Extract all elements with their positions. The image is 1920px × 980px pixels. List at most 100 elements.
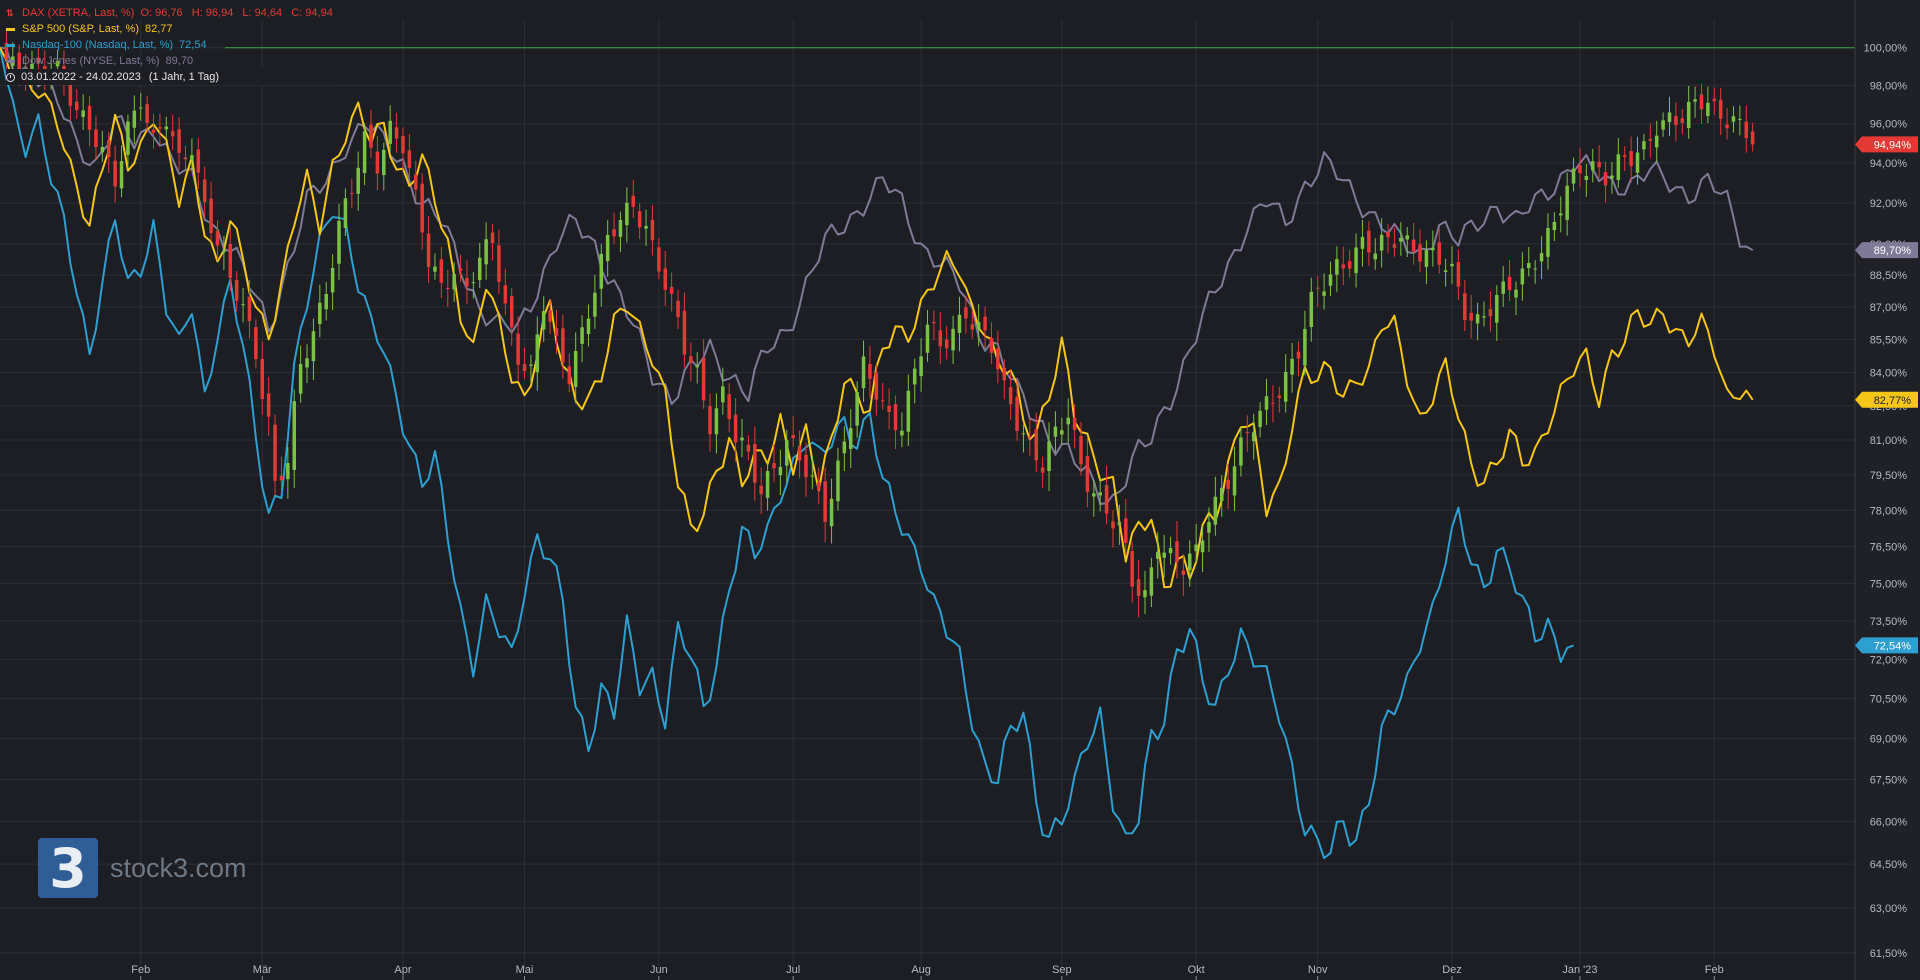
candle-body [1303, 328, 1307, 366]
candle-body [989, 337, 994, 353]
candle-body [650, 219, 655, 241]
candle-body [836, 460, 840, 502]
candle-body [1264, 396, 1269, 410]
candle-body [254, 327, 258, 360]
candle-body [1443, 270, 1448, 273]
candle-body [1290, 358, 1294, 375]
candle-body [324, 294, 328, 310]
series-candles-dax [4, 28, 1755, 618]
candle-body [804, 454, 808, 478]
candle-body [126, 121, 130, 155]
candle-body [36, 57, 41, 64]
legend-dax-ohlc: O: 96,76 H: 96,94 L: 94,64 C: 94,94 [140, 5, 338, 21]
candle-body [605, 234, 610, 262]
candle-body [791, 435, 795, 439]
candle-body [727, 394, 731, 420]
candle-body [1584, 175, 1589, 180]
candle-body [855, 392, 859, 426]
candle-body [196, 149, 201, 173]
candle-body [247, 296, 252, 322]
candle-body [637, 211, 642, 228]
badge-label: 72,54% [1874, 640, 1912, 652]
axis-layer: 100,00%98,00%96,00%94,00%92,00%90,00%88,… [131, 0, 1920, 980]
candle-body [1565, 185, 1569, 220]
candle-body [1347, 261, 1352, 269]
candle-body [1469, 312, 1473, 321]
candle-body [714, 408, 719, 435]
y-tick-label: 72,00% [1870, 654, 1908, 666]
legend-row-sp500[interactable]: S&P 500 (S&P, Last, %) 82,77 [6, 21, 339, 37]
candle-body [1437, 242, 1441, 265]
candle-body [580, 327, 584, 344]
candle-body [554, 328, 559, 336]
candle-body [426, 233, 431, 268]
candle-body [350, 193, 354, 195]
candle-body [874, 372, 879, 400]
y-axis-panel [1855, 0, 1920, 980]
candle-body [1610, 175, 1614, 179]
candle-body [68, 79, 73, 106]
candle-body [842, 441, 847, 454]
y-tick-label: 73,50% [1870, 616, 1908, 628]
stock3-logo: 3 stock3.com [38, 837, 247, 900]
candle-body [4, 42, 9, 60]
candle-body [1271, 402, 1275, 404]
candle-body [1373, 253, 1378, 260]
legend-dax-open: O: 96,76 [140, 7, 183, 19]
candle-body [215, 230, 220, 246]
chart-legend: ⇅ DAX (XETRA, Last, %) O: 96,76 H: 96,94… [6, 5, 339, 85]
y-tick-label: 78,00% [1870, 505, 1908, 517]
x-tick-label: Sep [1052, 964, 1072, 976]
candle-body [733, 414, 738, 443]
x-tick-label: Jan '23 [1562, 964, 1597, 976]
last-value-badge: 82,77% [1855, 391, 1918, 408]
candle-body [509, 296, 514, 328]
candle-body [1533, 268, 1537, 270]
series-line-nasdaq-100 [0, 47, 1574, 859]
x-tick-label: Nov [1308, 964, 1328, 976]
candle-body [343, 198, 348, 228]
candle-body [1213, 496, 1218, 525]
candle-body [190, 155, 194, 161]
y-tick-label: 98,00% [1870, 80, 1908, 92]
candle-body [529, 364, 533, 366]
candle-body [957, 314, 962, 333]
candle-body [228, 244, 233, 278]
x-tick-label: Apr [394, 964, 411, 976]
candle-body [113, 160, 117, 187]
candle-body [1060, 430, 1064, 435]
candle-body [1079, 436, 1083, 465]
candle-body [746, 444, 751, 452]
candle-body [241, 304, 245, 306]
series-line-dow-jones [0, 46, 1754, 505]
candle-body [164, 126, 169, 130]
candle-body [1488, 309, 1493, 317]
candle-body [209, 198, 213, 234]
badge-label: 89,70% [1874, 245, 1912, 257]
candle-body [1181, 570, 1186, 575]
candle-body [1239, 437, 1243, 466]
candle-body [695, 365, 699, 368]
candle-body [1546, 227, 1550, 257]
candle-body [433, 266, 437, 272]
candle-body [970, 324, 975, 330]
badge-shape [1855, 136, 1918, 153]
candle-body [1661, 120, 1665, 130]
legend-row-nasdaq[interactable]: Nasdaq-100 (Nasdaq, Last, %) 72,54 [6, 37, 339, 53]
legend-row-dow[interactable]: Dow Jones (NYSE, Last, %) 89,70 [6, 53, 339, 69]
candle-body [516, 333, 520, 365]
candle-body [145, 104, 149, 123]
candle-body [1552, 221, 1557, 231]
y-tick-label: 96,00% [1870, 119, 1908, 131]
legend-row-dax[interactable]: ⇅ DAX (XETRA, Last, %) O: 96,76 H: 96,94… [6, 5, 339, 21]
date-range-selector[interactable]: 03.01.2022 - 24.02.2023 (1 Jahr, 1 Tag) [6, 69, 339, 85]
candle-body [1207, 522, 1211, 533]
candle-body [938, 330, 943, 347]
candle-body [1648, 138, 1653, 141]
candle-body [1328, 274, 1333, 286]
candle-body [1162, 552, 1166, 558]
date-range-text: 03.01.2022 - 24.02.2023 [21, 71, 141, 83]
candle-body [1405, 235, 1410, 240]
candle-body [1309, 291, 1314, 327]
